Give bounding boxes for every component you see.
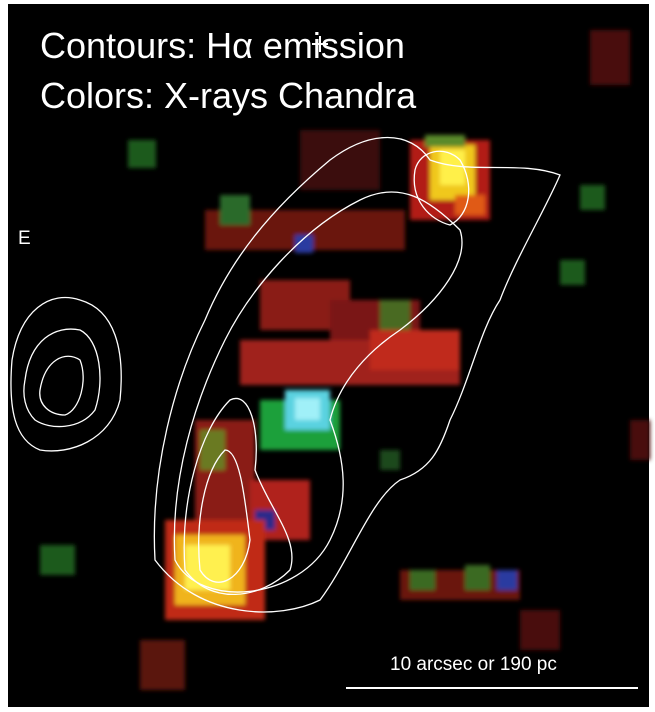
direction-label: E: [18, 228, 31, 249]
scale-bar-label: 10 arcsec or 190 pc: [390, 654, 557, 675]
xray-image: Contours: Hα emission Colors: X-rays Cha…: [0, 0, 655, 712]
colors-label: Colors: X-rays Chandra: [40, 75, 417, 116]
contours-label: Contours: Hα emission: [40, 25, 405, 66]
page: Contours: Hα emission Colors: X-rays Cha…: [0, 0, 655, 712]
